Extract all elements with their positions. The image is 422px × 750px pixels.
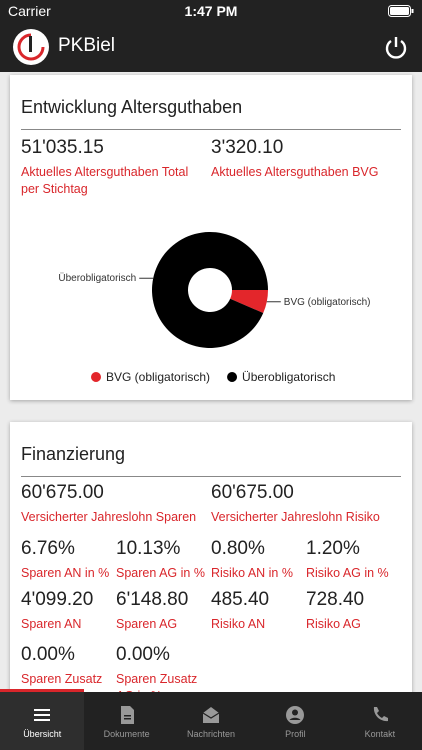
tab-icon	[34, 709, 51, 721]
value: 6'148.80	[116, 589, 189, 610]
status-bar: Carrier 1:47 PM	[0, 0, 422, 22]
value-item: 0.00%Sparen Zusatz AN in %	[21, 644, 116, 692]
value-item: 51'035.15 Aktuelles Altersguthaben Total …	[21, 137, 211, 198]
value: 60'675.00	[211, 482, 294, 503]
slice-label: BVG (obligatorisch)	[284, 297, 371, 308]
legend-dot	[91, 372, 101, 382]
pie-slice	[230, 290, 268, 314]
value-label: Sparen Zusatz AG in %	[116, 672, 198, 692]
tab-label: Profil	[285, 729, 306, 739]
card-title: Entwicklung Altersguthaben	[21, 97, 243, 117]
carrier: Carrier	[8, 3, 51, 19]
pie-slice	[152, 231, 268, 348]
divider	[21, 129, 401, 130]
value-label: Aktuelles Altersguthaben Total per Stich…	[21, 165, 189, 196]
value: 0.80%	[211, 538, 265, 559]
value-item: 60'675.00 Versicherter Jahreslohn Sparen	[21, 482, 211, 526]
value: 1.20%	[306, 538, 360, 559]
value: 728.40	[306, 589, 365, 610]
app-header: PKBiel	[0, 22, 422, 72]
card: Entwicklung Altersguthaben 51'035.15 Aktue…	[10, 75, 412, 400]
value-label: Risiko AG in %	[306, 566, 389, 580]
value-label: Aktuelles Altersguthaben BVG	[211, 165, 379, 179]
tab-icon	[120, 706, 134, 724]
value-item: 3'320.10 Aktuelles Altersguthaben BVG	[211, 137, 401, 198]
value-item: 4'099.20 Sparen AN	[21, 589, 116, 633]
divider	[21, 476, 401, 477]
app-title: PKBiel	[58, 35, 116, 56]
value-item: 6.76% Sparen AN in %	[21, 538, 116, 582]
value-item: 728.40 Risiko AG	[306, 589, 401, 633]
value-item: 0.00% Sparen Zusatz AG in %	[116, 644, 211, 692]
value: 3'320.10	[211, 137, 284, 158]
tab[interactable]: Nachrichten	[169, 692, 253, 750]
tab-label: Dokumente	[103, 729, 150, 739]
card-title: Finanzierung	[21, 444, 126, 464]
value: 485.40	[211, 589, 270, 610]
clock: 1:47 PM	[184, 3, 238, 19]
value-item: 6'148.80 Sparen AG	[116, 589, 211, 633]
value: 6.76%	[21, 538, 75, 559]
logo	[13, 29, 49, 65]
value-row: 6.76% Sparen AN in % 10.13% Sparen AG in % 0…	[21, 538, 401, 582]
value-item: 0.80% Risiko AN in %	[211, 538, 306, 582]
tab[interactable]: Kontakt	[338, 692, 422, 750]
active-indicator	[0, 689, 84, 692]
value-label: Sparen AG in %	[116, 566, 205, 580]
logout-button[interactable]	[384, 35, 408, 59]
value-row: 51'035.15 Aktuelles Altersguthaben Total …	[21, 137, 401, 198]
value: 0.00%	[21, 644, 75, 665]
tab[interactable]: Dokumente	[84, 692, 168, 750]
tab-label: Kontakt	[364, 729, 396, 739]
tab-icon	[286, 706, 305, 724]
tab-icon	[202, 707, 220, 723]
legend-label: BVG (obligatorisch)	[106, 370, 210, 384]
tab-bar: Übersicht Dokumente Nachrichten Profil Konta…	[0, 689, 422, 750]
legend-label: Überobligatorisch	[242, 370, 335, 384]
value-item: 1.20% Risiko AG in %	[306, 538, 401, 582]
value-label: Sparen AN in %	[21, 566, 110, 580]
tab[interactable]: Übersicht	[0, 689, 85, 750]
value-label: Sparen AG	[116, 617, 178, 631]
value-item: 485.40 Risiko AN	[211, 589, 306, 633]
value-row: 0.00%Sparen Zusatz AN in %0.00% Sparen Zu…	[21, 644, 401, 692]
value: 60'675.00	[21, 482, 104, 503]
legend-dot	[227, 372, 238, 382]
battery-icon	[388, 5, 414, 17]
value-label: Sparen AN	[21, 617, 82, 631]
value-row: 60'675.00 Versicherter Jahreslohn Sparen 6…	[21, 482, 401, 526]
slice-label: Überobligatorisch	[58, 272, 136, 284]
donut-chart: BVG (obligatorisch) Überobligatorisch BVG …	[58, 231, 371, 384]
value-label: Risiko AN in %	[211, 566, 293, 580]
value-label: Versicherter Jahreslohn Sparen	[21, 510, 197, 524]
value: 51'035.15	[21, 137, 104, 158]
tab-label: Nachrichten	[187, 729, 236, 739]
value-label: Risiko AN	[211, 617, 266, 631]
value-item: 60'675.00 Versicherter Jahreslohn Risiko	[211, 482, 401, 526]
tab-label: Übersicht	[23, 729, 62, 739]
value-item: 10.13% Sparen AG in %	[116, 538, 211, 582]
value-row: 4'099.20 Sparen AN 6'148.80 Sparen AG 485.40…	[21, 589, 401, 633]
content: Entwicklung Altersguthaben 51'035.15 Aktue…	[0, 72, 422, 692]
tab-icon	[373, 707, 388, 722]
value-label: Versicherter Jahreslohn Risiko	[211, 510, 380, 524]
tab[interactable]: Profil	[253, 692, 337, 750]
value: 0.00%	[116, 644, 170, 665]
card: Finanzierung 60'675.00 Versicherter Jahres…	[10, 422, 412, 692]
value-label: Risiko AG	[306, 617, 361, 631]
value: 4'099.20	[21, 589, 94, 610]
value: 10.13%	[116, 538, 181, 559]
